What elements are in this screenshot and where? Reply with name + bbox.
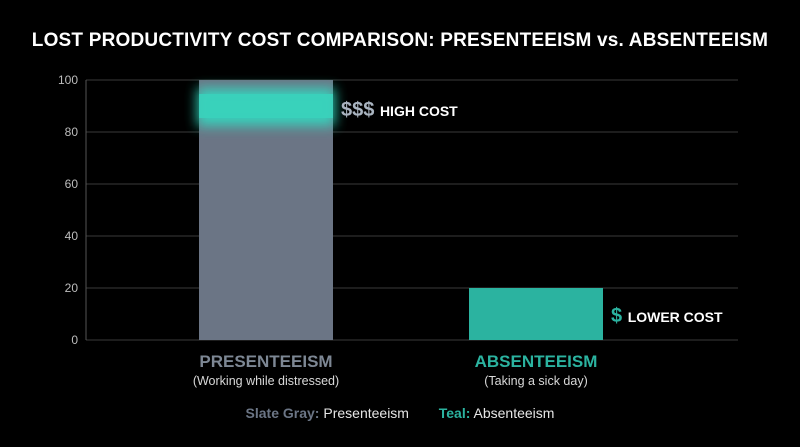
bar-top-highlight [199,94,333,118]
category-label: PRESENTEEISM [199,352,332,371]
category-sublabel: (Taking a sick day) [484,374,588,388]
y-tick-label: 100 [58,73,78,87]
category-sublabel: (Working while distressed) [193,374,339,388]
bar-absenteeism [469,288,603,340]
legend: Slate Gray: Presenteeism Teal: Absenteei… [0,405,800,421]
category-label: ABSENTEEISM [475,352,598,371]
chart-title: LOST PRODUCTIVITY COST COMPARISON: PRESE… [31,30,769,51]
y-tick-label: 40 [65,229,79,243]
legend-label-presenteeism: Presenteeism [323,405,409,421]
legend-label-absenteeism: Absenteeism [473,405,555,421]
annotation-lower-cost: $ LOWER COST [611,305,723,327]
y-tick-label: 0 [71,333,78,347]
legend-key-presenteeism: Slate Gray: [245,405,320,421]
y-tick-label: 20 [65,281,79,295]
annotation-high-cost: $$$ HIGH COST [341,99,458,121]
y-tick-label: 80 [65,125,79,139]
legend-key-absenteeism: Teal: [438,405,471,421]
y-tick-label: 60 [65,177,79,191]
